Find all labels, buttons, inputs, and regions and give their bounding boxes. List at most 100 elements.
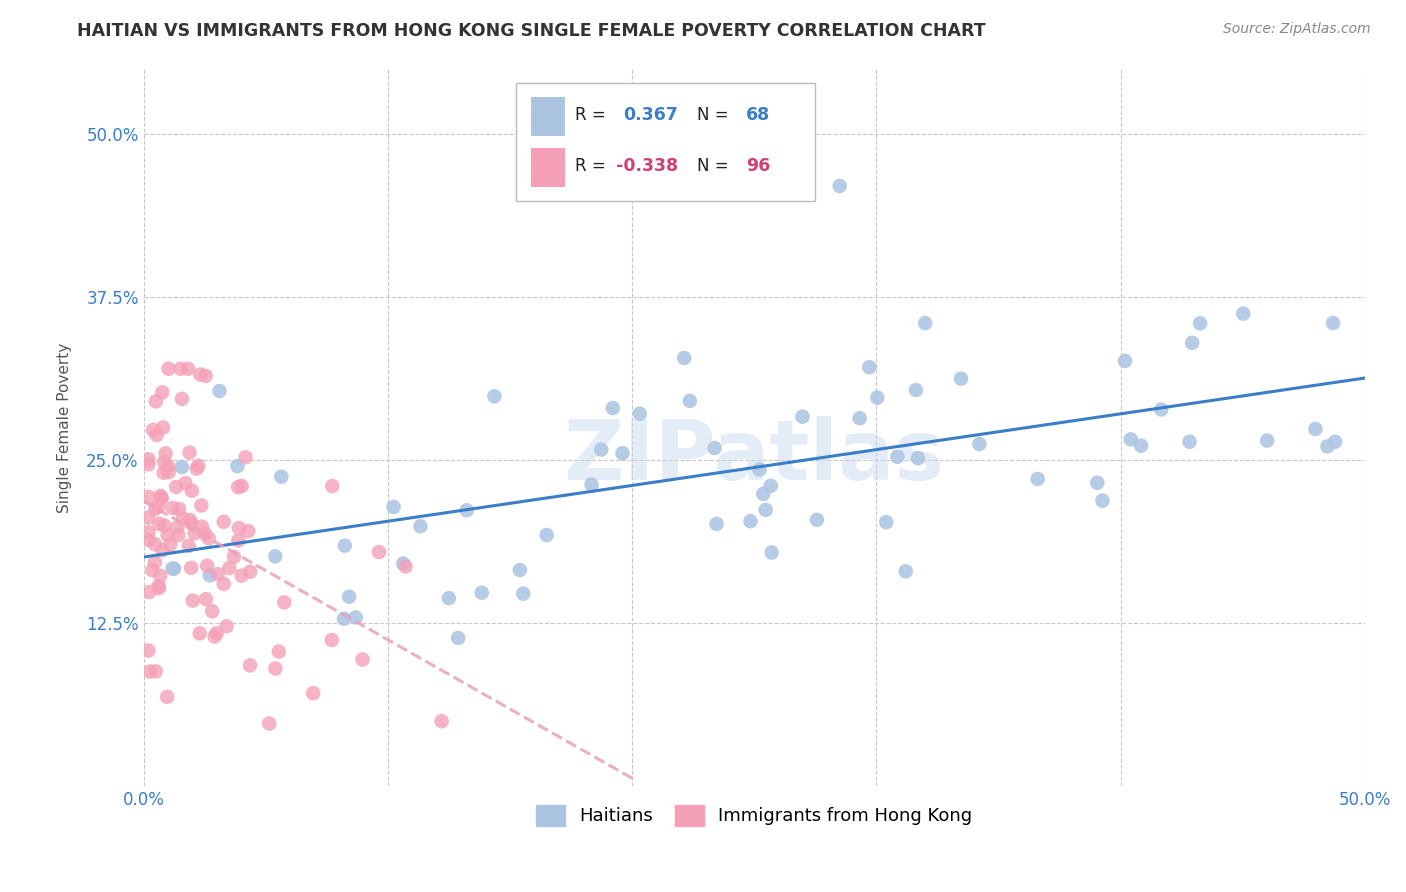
Point [1181,335,1204,350]
Bar [516,83,815,202]
Legend: Haitians, Immigrants from Hong Kong: Haitians, Immigrants from Hong Kong [527,796,981,835]
Point [148,581,170,595]
Point [1178,434,1201,449]
Point [153,518,176,533]
Point [218,561,240,575]
Point [1150,402,1173,417]
Point [1026,472,1049,486]
Text: N =: N = [697,157,728,175]
Point [142,423,165,437]
Point [264,661,287,675]
Bar [530,148,565,187]
Point [205,626,228,640]
Point [145,665,167,679]
Point [1316,439,1339,453]
Point [748,462,770,476]
Text: 68: 68 [745,106,770,124]
Point [149,568,172,582]
Point [484,389,506,403]
Point [145,428,167,442]
Point [226,480,249,494]
Point [150,491,173,505]
Point [1324,434,1347,449]
Point [180,561,202,575]
Point [166,520,188,534]
Text: R =: R = [575,106,606,124]
Point [430,714,453,729]
Point [1189,317,1212,331]
Point [152,420,174,434]
Point [752,487,775,501]
Point [231,479,253,493]
Point [447,631,470,645]
Point [138,665,160,679]
Point [239,658,262,673]
Point [273,595,295,609]
Point [188,626,211,640]
Point [828,179,851,194]
Text: N =: N = [697,106,728,124]
Point [456,503,478,517]
Point [257,716,280,731]
Point [1232,307,1254,321]
Point [858,360,880,375]
Point [1119,433,1142,447]
Point [187,458,209,473]
Point [177,539,200,553]
Point [152,466,174,480]
Point [157,361,180,376]
Point [156,458,179,473]
Point [591,442,613,457]
Point [904,383,927,397]
Point [761,545,783,559]
Point [806,513,828,527]
Point [969,437,991,451]
Text: ZIPatlas: ZIPatlas [564,416,945,497]
Point [157,465,180,479]
Point [231,568,253,582]
Point [167,502,190,516]
Point [162,500,184,515]
Point [1256,434,1278,448]
Point [848,411,870,425]
Text: R =: R = [575,157,606,175]
Point [138,525,160,540]
Point [628,407,651,421]
Point [344,610,367,624]
Point [183,526,205,541]
Point [179,445,201,459]
Point [150,491,173,505]
Point [706,516,728,531]
Point [1085,475,1108,490]
Point [1130,439,1153,453]
Point [138,510,160,524]
Point [755,503,778,517]
Point [167,528,190,542]
Point [267,645,290,659]
Text: -0.338: -0.338 [616,157,678,175]
Point [215,619,238,633]
Point [337,590,360,604]
Point [172,511,194,525]
Point [602,401,624,415]
Bar [530,96,565,136]
Point [145,501,167,516]
Point [333,539,356,553]
Point [165,480,187,494]
Point [197,531,219,545]
Point [235,450,257,465]
Point [170,392,193,406]
Point [138,533,160,547]
Point [886,450,908,464]
Point [302,686,325,700]
Text: 0.367: 0.367 [623,106,678,124]
Point [238,524,260,538]
Point [145,394,167,409]
Point [138,452,160,467]
Point [228,521,250,535]
Point [138,490,160,504]
Point [239,565,262,579]
Point [907,451,929,466]
Point [368,545,391,559]
Point [612,446,634,460]
